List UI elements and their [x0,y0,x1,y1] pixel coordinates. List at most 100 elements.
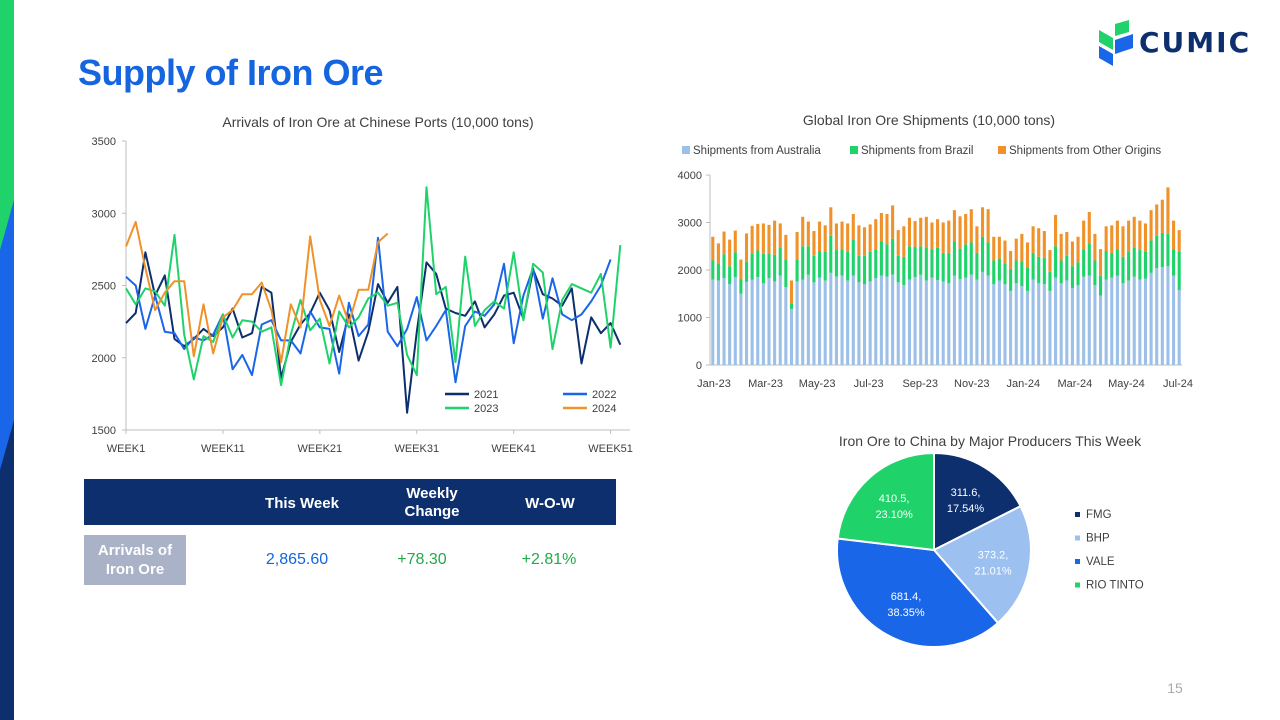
bar-segment [1166,187,1170,234]
bar-segment [941,222,945,253]
bar-segment [952,275,956,365]
bar-segment [840,275,844,365]
bar-segment [1065,255,1069,281]
bar-segment [1132,276,1136,365]
legend-swatch-bhp [1075,535,1080,541]
bar-segment [986,209,990,243]
bar-segment [879,213,883,242]
bar-segment [997,236,1001,259]
x-tick-label: Jan-23 [697,378,731,390]
bar-segment [1110,225,1114,253]
series-line-2024 [125,220,389,364]
bar-segment [1138,279,1142,365]
bar-segment [728,239,732,267]
pie-label-percent: 38.35% [887,607,925,619]
bar-segment [1009,269,1013,291]
bar-segment [1076,285,1080,365]
legend-swatch-vale [1075,559,1080,564]
bar-segment [1025,267,1030,291]
bar-segment [975,226,979,253]
bar-segment [784,287,788,365]
bar-segment [857,282,861,365]
bar-segment [722,254,726,279]
bar-segment [1003,263,1007,285]
bar-segment [801,279,805,365]
bar-segment [1127,251,1131,281]
bar-segment [947,283,951,365]
y-tick-label: 2000 [678,265,702,277]
bar-segment [1065,232,1069,256]
bar-segment [930,277,934,365]
bar-segment [941,252,945,282]
bar-segment [1172,275,1176,365]
bar-segment [1087,275,1091,365]
chart-title: Iron Ore to China by Major Producers Thi… [839,433,1142,449]
bar-segment [879,275,883,365]
bar-segment [840,221,844,250]
bar-segment [711,236,715,261]
bar-segment [846,251,850,281]
bar-segment [919,217,923,247]
bar-segment [1132,247,1136,277]
bar-segment [846,223,850,252]
bar-segment [952,241,956,276]
bar-segment [1143,278,1148,365]
bar-segment [885,213,889,245]
bar-segment [1037,228,1041,257]
bar-segment [829,235,833,273]
bar-segment [1160,199,1164,233]
bar-segment [778,247,782,276]
bar-segment [851,275,855,365]
bar-segment [728,266,732,285]
bar-segment [1155,204,1159,236]
bar-segment [818,277,822,365]
bar-segment [806,246,810,275]
x-tick-label: WEEK51 [588,443,633,455]
bar-segment [964,277,968,365]
bar-segment [1065,280,1069,365]
bar-segment [1166,266,1170,365]
legend-label-Shipments from Brazil: Shipments from Brazil [861,145,973,157]
bar-segment [1042,257,1046,285]
legend-label-rio-tinto: RIO TINTO [1086,580,1144,592]
bar-segment [980,207,985,237]
bar-segment [1020,233,1024,262]
bar-segment [773,220,777,255]
logo-mark-icon [1099,20,1133,66]
bar-segment [930,222,934,250]
legend-label-2022: 2022 [592,389,616,401]
x-tick-label: Jul-24 [1163,378,1193,390]
bar-segment [711,260,715,280]
bar-segment [896,255,900,283]
bar-segment [924,247,928,281]
kpi-header-weekly-change: Weekly Change [404,485,460,520]
bar-segment [862,284,867,365]
bar-segment [1104,279,1108,365]
bar-segment [761,253,765,284]
bar-segment [1143,251,1148,279]
bar-segment [1121,283,1125,365]
bar-segment [1087,243,1091,276]
bar-segment [756,277,760,366]
bar-segment [789,308,794,365]
bar-segment [801,216,805,247]
bar-segment [750,253,754,280]
bar-segment [1093,285,1097,365]
bar-segment [1070,266,1074,289]
bar-segment [857,225,861,256]
bar-segment [1121,226,1125,257]
bar-segment [722,231,726,255]
x-tick-label: Jan-24 [1007,378,1041,390]
pie-label-percent: 23.10% [875,509,913,521]
bar-segment [1143,223,1148,252]
y-tick-label: 3000 [92,208,116,220]
bar-segment [789,280,794,304]
legend-label-fmg: FMG [1086,509,1112,521]
bar-segment [1009,251,1013,270]
y-tick-label: 4000 [678,170,702,182]
bar-segment [1037,283,1041,365]
bar-segment [1110,277,1114,365]
bar-segment [1177,230,1181,252]
bar-segment [1031,279,1035,365]
bar-segment [1059,283,1063,365]
